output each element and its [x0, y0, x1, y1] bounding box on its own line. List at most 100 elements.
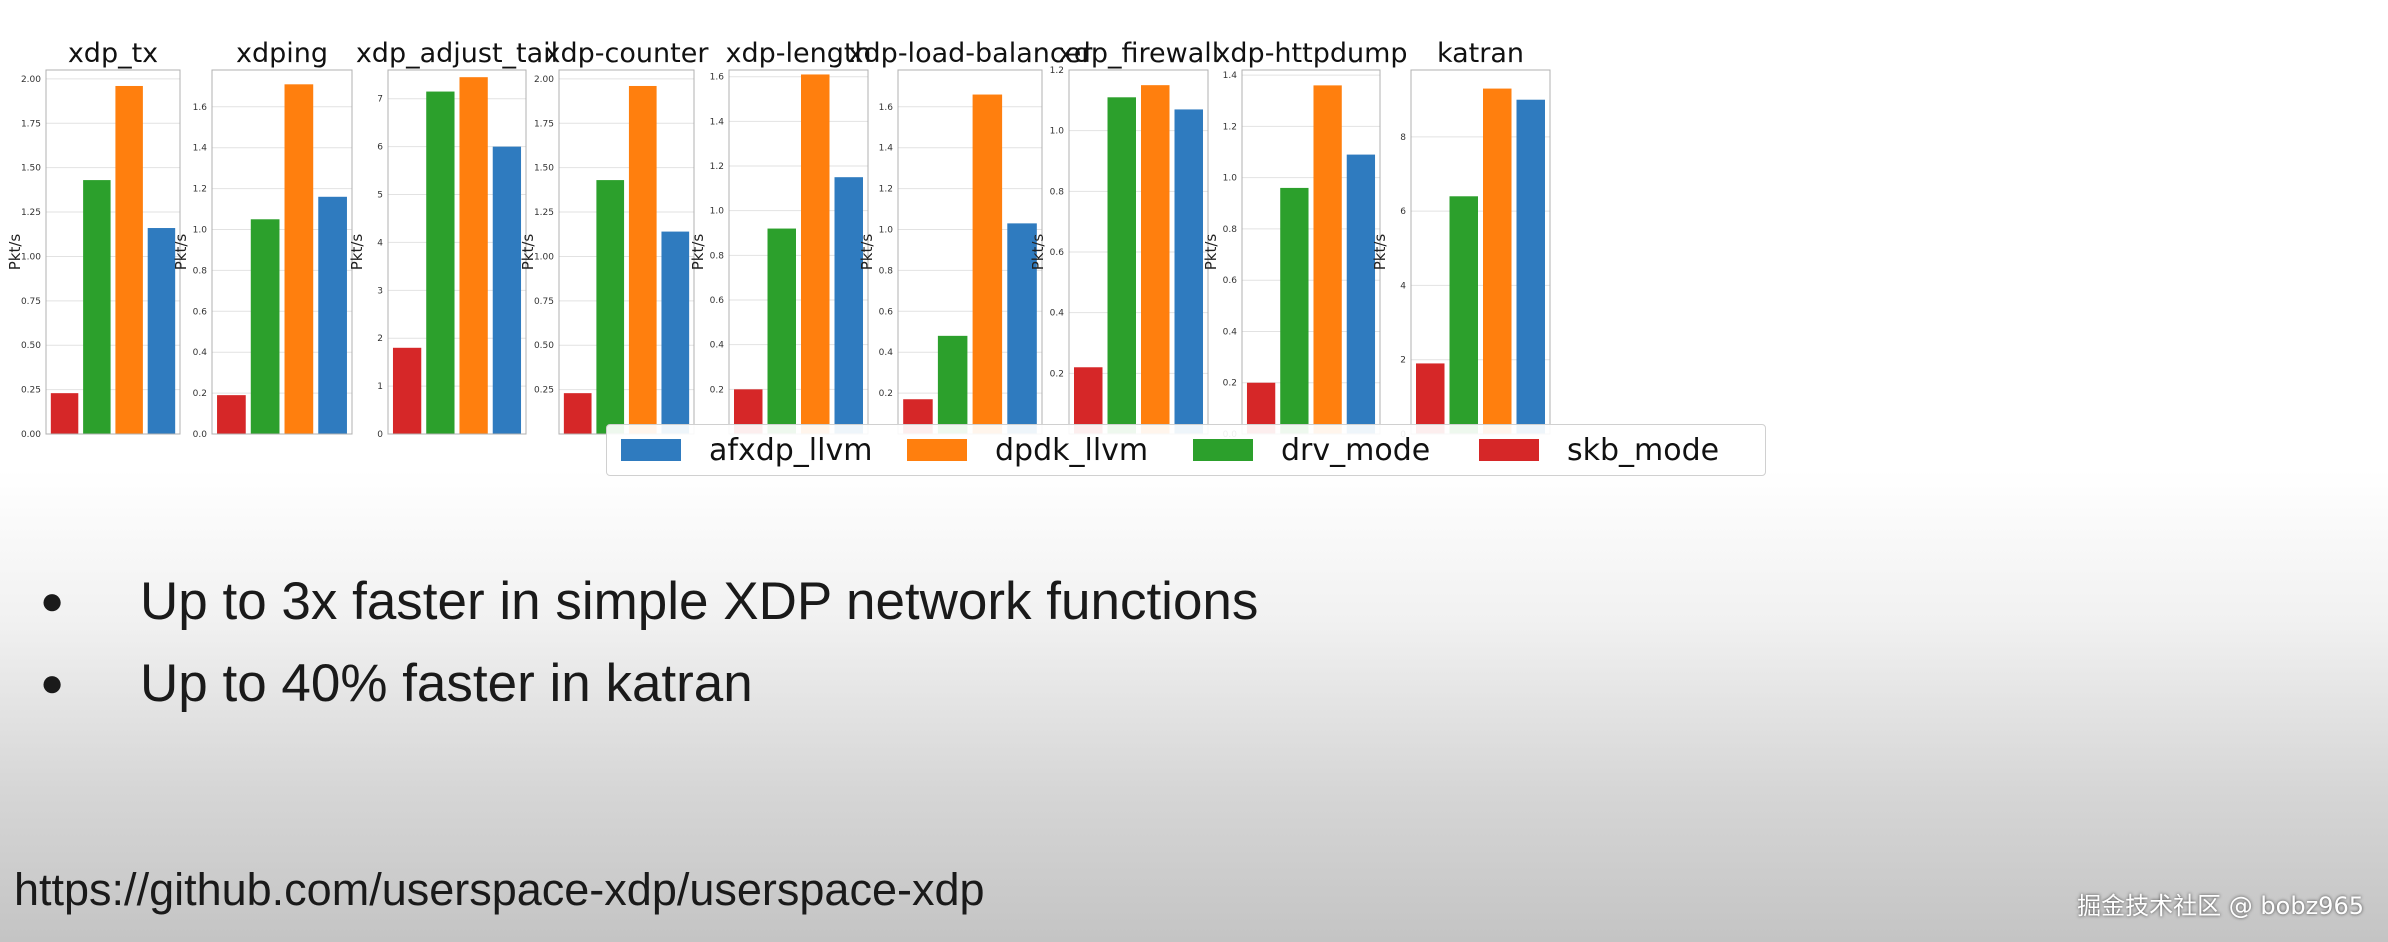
y-tick-label: 1.0 — [1050, 127, 1065, 137]
chart-title: xdp-httpdump — [1214, 38, 1407, 69]
y-axis-label: Pkt/s — [6, 234, 24, 271]
y-tick-label: 3 — [377, 286, 383, 296]
y-tick-label: 0.4 — [879, 348, 894, 358]
y-tick-label: 0.00 — [21, 430, 41, 440]
legend-swatch-afxdp-llvm — [621, 439, 681, 461]
y-tick-label: 0.4 — [193, 348, 208, 358]
bullet-dot-icon: ● — [40, 578, 65, 623]
axes-frame — [211, 69, 353, 435]
y-tick-label: 6 — [1400, 207, 1406, 217]
y-tick-label: 2.00 — [534, 75, 554, 85]
y-tick-label: 0.6 — [1050, 248, 1065, 258]
legend-label-skb-mode: skb_mode — [1567, 432, 1720, 468]
chart-title: xdping — [236, 38, 328, 69]
legend-swatch-dpdk-llvm — [907, 439, 967, 461]
y-tick-label: 1.6 — [710, 73, 725, 83]
y-tick-label: 0.50 — [21, 341, 41, 351]
bar-dpdk_llvm — [628, 85, 657, 435]
footer-url-link[interactable]: https://github.com/userspace-xdp/userspa… — [14, 864, 985, 915]
bar-afxdp_llvm — [1516, 99, 1545, 434]
bar-skb_mode — [392, 347, 422, 434]
y-tick-label: 1.0 — [193, 226, 208, 236]
y-tick-label: 0.6 — [879, 307, 894, 317]
bar-dpdk_llvm — [284, 84, 314, 434]
y-tick-label: 0.8 — [879, 266, 894, 276]
bullet-list: ● Up to 3x faster in simple XDP network … — [40, 560, 1258, 724]
bar-drv_mode — [1280, 187, 1309, 434]
bar-drv_mode — [596, 180, 625, 434]
watermark: 掘金技术社区 @ bobz965 — [2077, 892, 2364, 920]
bar-skb_mode — [217, 395, 246, 434]
bar-dpdk_llvm — [459, 77, 488, 435]
bullet-item: ● Up to 40% faster in katran — [40, 642, 1258, 724]
y-tick-label: 1.50 — [534, 164, 554, 174]
y-axis-label: Pkt/s — [348, 234, 366, 271]
y-tick-label: 0 — [377, 430, 383, 440]
y-tick-label: 2.00 — [21, 75, 41, 85]
axes-frame — [45, 69, 181, 435]
chart-title: xdp-counter — [545, 38, 710, 69]
y-tick-label: 7 — [377, 95, 383, 105]
y-tick-label: 0.8 — [1050, 187, 1065, 197]
bar-afxdp_llvm — [492, 146, 522, 434]
legend-item-drv-mode: drv_mode — [1193, 433, 1479, 468]
bar-afxdp_llvm — [1346, 154, 1376, 434]
y-tick-label: 0.4 — [710, 341, 725, 351]
y-tick-label: 0.2 — [193, 389, 207, 399]
y-tick-label: 1 — [377, 382, 383, 392]
chart-8: 02468katranPkt/s — [1371, 38, 1551, 440]
bar-drv_mode — [426, 91, 455, 434]
y-tick-label: 0.25 — [534, 386, 554, 396]
y-tick-label: 1.75 — [21, 119, 41, 129]
chart-2: 0 1 2 3 4 5 6 7 xdp_adjust_tail Pkt/s — [348, 38, 558, 440]
y-tick-label: 1.6 — [193, 103, 208, 113]
y-tick-label: 1.4 — [879, 144, 894, 154]
chart-title: xdp_firewall — [1058, 38, 1220, 69]
chart-title: katran — [1437, 38, 1524, 69]
y-tick-label: 1.25 — [21, 208, 41, 218]
bar-drv_mode — [1449, 196, 1478, 434]
bar-skb_mode — [1074, 367, 1103, 434]
bar-dpdk_llvm — [801, 74, 830, 435]
bar-afxdp_llvm — [1007, 223, 1037, 434]
y-tick-label: 5 — [377, 191, 383, 201]
chart-title: xdp_tx — [68, 38, 158, 69]
y-tick-label: 0.6 — [710, 296, 725, 306]
chart-legend: afxdp_llvm dpdk_llvm drv_mode skb_mode — [606, 424, 1766, 476]
y-tick-label: 1.0 — [1223, 174, 1238, 184]
bar-dpdk_llvm — [1483, 88, 1512, 435]
axes-frame — [387, 69, 527, 435]
y-tick-label: 1.4 — [1223, 71, 1238, 81]
bar-skb_mode — [50, 393, 79, 434]
y-tick-label: 1.00 — [534, 252, 554, 262]
y-tick-label: 1.2 — [879, 185, 893, 195]
bar-afxdp_llvm — [661, 231, 690, 434]
bar-dpdk_llvm — [1313, 85, 1342, 434]
y-tick-label: 4 — [377, 238, 383, 248]
y-tick-label: 0.2 — [1223, 379, 1237, 389]
bullet-item: ● Up to 3x faster in simple XDP network … — [40, 560, 1258, 642]
bar-dpdk_llvm — [972, 94, 1003, 434]
y-tick-label: 1.4 — [710, 117, 725, 127]
y-axis-label: Pkt/s — [519, 234, 537, 271]
y-tick-label: 0.8 — [710, 251, 725, 261]
bar-drv_mode — [937, 335, 968, 434]
chart-5: 0.2 0.4 0.6 0.8 1.0 1.2 1.4 1.6 xdp-load-balance… — [848, 38, 1093, 435]
y-tick-label: 1.50 — [21, 164, 41, 174]
bar-drv_mode — [83, 180, 111, 434]
y-tick-label: 0.8 — [193, 266, 208, 276]
bar-afxdp_llvm — [834, 177, 863, 434]
legend-swatch-skb-mode — [1479, 439, 1539, 461]
y-axis-label: Pkt/s — [1029, 234, 1047, 271]
y-tick-label: 0.6 — [1223, 276, 1238, 286]
bar-drv_mode — [250, 219, 280, 434]
y-tick-label: 1.6 — [879, 103, 894, 113]
bar-skb_mode — [563, 393, 592, 434]
bar-afxdp_llvm — [1174, 109, 1203, 434]
chart-0: 0.00 0.25 0.50 0.75 1.00 1.25 1.50 1.75 2.00 xdp_… — [6, 38, 181, 440]
bullet-text: Up to 3x faster in simple XDP network fu… — [140, 571, 1259, 631]
chart-7: 0.00.20.40.60.81.01.21.4xdp-httpdumpPkt/… — [1202, 38, 1408, 440]
legend-item-dpdk-llvm: dpdk_llvm — [907, 433, 1193, 468]
